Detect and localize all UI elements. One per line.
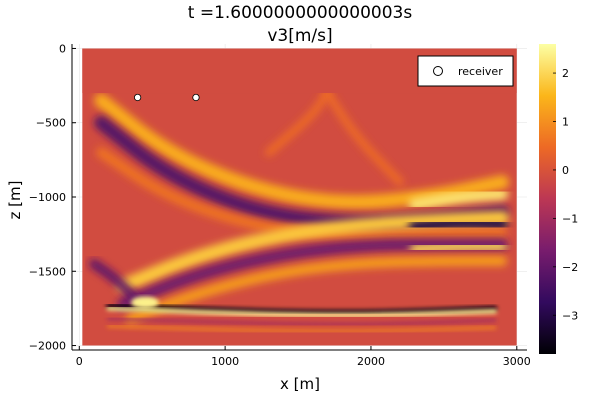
- wavefront-band-13: [106, 306, 497, 318]
- colorbar-tick-label: 2: [562, 67, 569, 80]
- heatmap: [82, 48, 517, 346]
- wavefront-band-11: [88, 258, 143, 306]
- x-tick-label: 0: [76, 355, 83, 368]
- colorbar-tick-label: −3: [562, 309, 578, 322]
- wavefront-band-8: [409, 241, 508, 254]
- colorbar-bar: [539, 44, 556, 354]
- wavefront-band-14: [106, 317, 497, 326]
- y-tick-label: 0: [59, 42, 66, 55]
- y-ticks: 0 −500 −1000 −1500 −2000: [29, 42, 76, 353]
- x-axis-label: x [m]: [280, 375, 320, 393]
- y-tick-label: −1500: [29, 265, 66, 278]
- colorbar-tick-label: −1: [562, 212, 578, 225]
- receiver-points: [134, 93, 200, 102]
- wavefronts: [82, 48, 517, 333]
- x-tick-label: 3000: [503, 355, 531, 368]
- colorbar: 2 1 0 −1 −2 −3: [539, 44, 578, 354]
- colorbar-ticks: 2 1 0 −1 −2 −3: [553, 67, 578, 322]
- receiver-point: [134, 93, 142, 102]
- wavefront-band-6: [408, 188, 509, 211]
- x-ticks: 0 1000 2000 3000: [76, 346, 531, 368]
- wavefront-band-9: [264, 89, 332, 157]
- chart-title: t =1.6000000000000003s: [188, 3, 413, 23]
- colorbar-tick-label: −2: [562, 261, 578, 274]
- x-tick-label: 2000: [357, 355, 385, 368]
- legend-label-receiver: receiver: [458, 65, 503, 78]
- wavefront-band-10: [323, 89, 405, 187]
- wavefront-band-0: [94, 93, 510, 209]
- y-tick-label: −2000: [29, 340, 66, 353]
- x-tick-label: 1000: [211, 355, 239, 368]
- y-tick-label: −1000: [29, 191, 66, 204]
- wavefront-band-15: [106, 324, 497, 333]
- wavefront-band-7: [408, 216, 509, 233]
- wavefront-band-2: [96, 147, 508, 240]
- colorbar-tick-label: 0: [562, 164, 569, 177]
- hotspot: [130, 296, 159, 309]
- chart-subtitle: v3[m/s]: [267, 26, 332, 46]
- y-axis-label: z [m]: [6, 181, 24, 220]
- receiver-point: [192, 93, 200, 102]
- colorbar-tick-label: 1: [562, 116, 569, 129]
- legend: receiver: [417, 55, 514, 87]
- legend-marker-receiver: [433, 66, 443, 76]
- y-tick-label: −500: [36, 117, 66, 130]
